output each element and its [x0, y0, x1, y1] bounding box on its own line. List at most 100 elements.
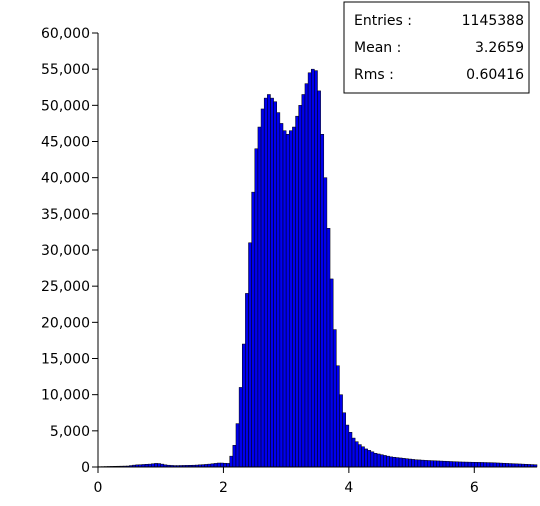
histogram-bar: [329, 278, 334, 468]
histogram-bar: [317, 90, 321, 468]
histogram-bar: [320, 134, 325, 468]
statistics-box: Entries : 1145388 Mean : 3.2659 Rms : 0.…: [343, 1, 530, 94]
histogram-bar: [405, 458, 409, 468]
histogram-bar: [467, 461, 472, 468]
histogram-bar: [383, 455, 387, 468]
histogram-bar: [289, 130, 293, 468]
histogram-bar: [298, 105, 303, 468]
histogram-bar: [392, 456, 397, 468]
histogram-bar: [499, 462, 503, 468]
histogram-bar: [367, 450, 372, 468]
histogram-bar: [364, 448, 368, 468]
histogram-bar: [370, 451, 375, 468]
histogram-bar: [248, 242, 252, 468]
histogram-bar: [304, 83, 309, 468]
histogram-bar: [351, 437, 356, 468]
histogram-bar: [414, 459, 419, 468]
histogram-bar: [267, 94, 271, 468]
histogram-bar: [238, 387, 243, 468]
histogram-bar: [273, 101, 277, 468]
histogram-bar: [254, 148, 259, 468]
histogram-bar: [348, 432, 353, 468]
histogram-bar: [251, 191, 256, 468]
histogram-bar: [157, 463, 161, 468]
histogram-bar: [398, 457, 403, 468]
histogram-bar: [480, 462, 484, 468]
histogram-bar: [260, 108, 265, 468]
histogram-bar: [241, 343, 246, 468]
histogram-bar: [505, 463, 510, 468]
histogram-bar: [508, 463, 513, 468]
entries-label: Entries :: [354, 13, 412, 29]
histogram-bar: [216, 462, 221, 468]
mean-value: 3.2659: [475, 40, 524, 56]
y-tick-label: 45,000: [41, 135, 90, 151]
histogram-bar: [401, 458, 406, 468]
histogram-bar: [452, 461, 456, 468]
histogram-bar: [495, 462, 500, 468]
histogram-bar: [220, 462, 224, 468]
histogram-bar: [379, 454, 384, 468]
y-tick-label: 15,000: [41, 352, 90, 368]
mean-label: Mean :: [354, 40, 401, 56]
y-tick-label: 35,000: [41, 207, 90, 223]
histogram-bar: [336, 365, 340, 468]
histogram-bar: [323, 177, 328, 468]
histogram-bar: [213, 463, 218, 468]
x-tick-label: 2: [219, 480, 228, 496]
histogram-bar: [314, 70, 318, 468]
histogram-bar: [389, 456, 394, 468]
histogram-bar: [445, 461, 450, 468]
histogram-bar: [474, 462, 478, 468]
histogram-bar: [270, 97, 274, 468]
histogram-bar: [282, 130, 287, 468]
histogram-bar: [455, 461, 459, 468]
histogram-bar: [430, 460, 434, 468]
histogram-bar: [411, 459, 415, 468]
histogram-bar: [235, 423, 240, 468]
rms-label: Rms :: [354, 67, 394, 83]
x-tick-label: 6: [470, 480, 479, 496]
histogram-bar: [486, 462, 491, 468]
histogram-bar: [285, 134, 290, 468]
histogram-bar: [502, 462, 506, 468]
x-tick-label: 0: [94, 480, 103, 496]
histogram-bar: [489, 462, 494, 468]
histogram-bar: [339, 394, 343, 468]
y-tick-label: 10,000: [41, 388, 90, 404]
histogram-bar: [439, 460, 444, 468]
histogram-bar: [257, 126, 262, 468]
histogram-bar: [310, 68, 315, 468]
histogram-bar: [417, 459, 422, 468]
y-tick-label: 0: [81, 460, 90, 476]
histogram-bar: [263, 97, 268, 468]
histogram-bar: [279, 123, 284, 468]
histogram-bar: [345, 424, 350, 468]
y-tick-label: 30,000: [41, 243, 90, 259]
y-tick-label: 40,000: [41, 171, 90, 187]
histogram-bar: [276, 112, 281, 468]
histogram-bars: [97, 68, 538, 468]
histogram-bar: [492, 462, 497, 468]
histogram-bar: [442, 460, 447, 468]
histogram-bar: [420, 459, 425, 468]
histogram-bar: [461, 461, 466, 468]
histogram-bar: [361, 446, 365, 468]
y-tick-label: 55,000: [41, 62, 90, 78]
histogram-bar: [245, 293, 249, 468]
histogram-bar: [376, 453, 381, 468]
histogram-bar: [223, 462, 227, 468]
histogram-bar: [354, 441, 359, 468]
histogram-bar: [332, 329, 337, 468]
statistics-box-frame: [343, 1, 530, 94]
histogram-bar: [386, 455, 390, 468]
histogram-bar: [423, 460, 428, 468]
histogram-bar: [292, 126, 296, 468]
histogram-bar: [433, 460, 437, 468]
histogram-bar: [458, 461, 462, 468]
histogram-bar: [436, 460, 441, 468]
y-axis: 0 5,000 10,000 15,000 20,000 25,000 30,000 35,0…: [41, 26, 99, 476]
histogram-bar: [483, 462, 488, 468]
histogram-bar: [358, 444, 362, 468]
